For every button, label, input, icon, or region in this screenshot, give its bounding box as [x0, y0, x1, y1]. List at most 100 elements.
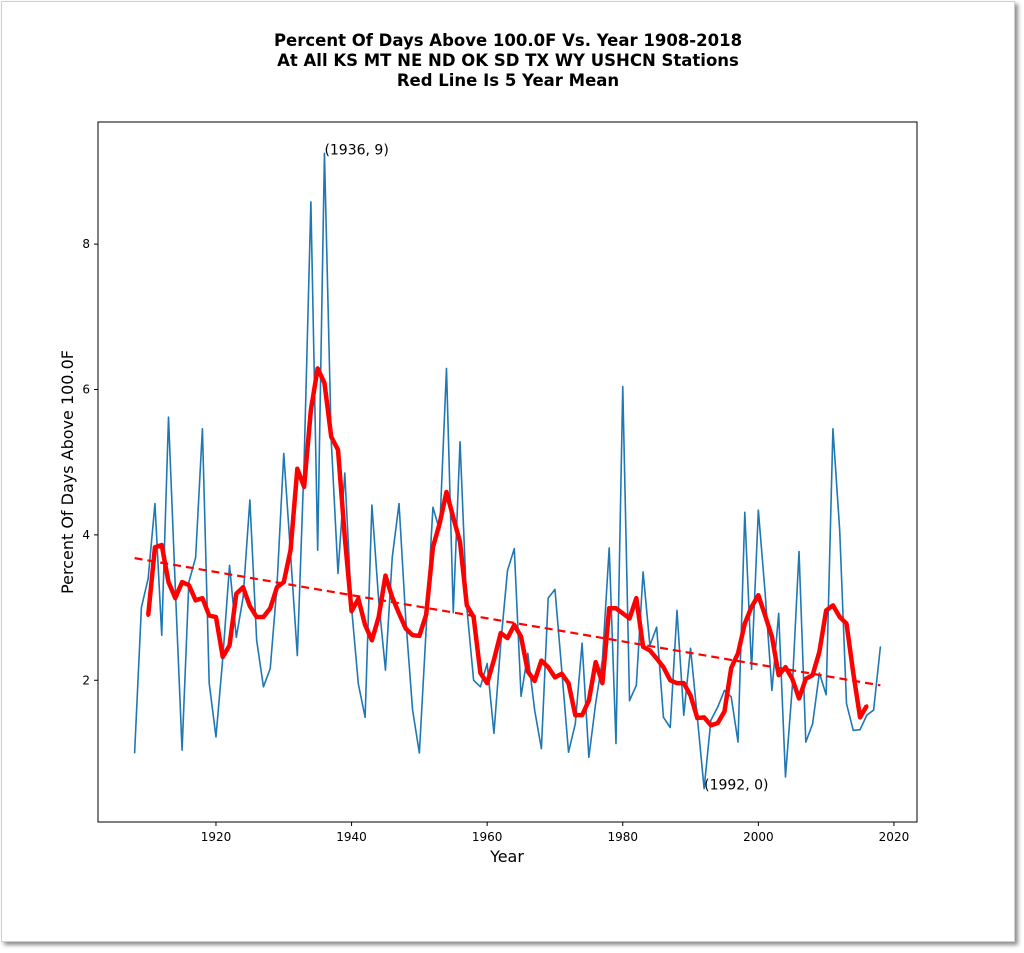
annual-point — [432, 506, 434, 508]
annual-point — [723, 689, 726, 692]
mean-point — [404, 627, 408, 631]
mean-point — [465, 603, 469, 607]
annual-point — [540, 747, 542, 750]
mean-point — [472, 615, 476, 619]
annual-point — [140, 606, 142, 609]
annual-point — [588, 756, 590, 758]
mean-point — [207, 614, 211, 618]
annual-point — [520, 695, 522, 697]
annual-point — [656, 626, 658, 628]
mean-point — [390, 595, 394, 599]
mean-point — [838, 615, 842, 619]
trend-line — [134, 557, 881, 687]
mean-point — [417, 634, 421, 638]
y-tick-label: 4 — [82, 528, 90, 542]
chart-title-line-2: At All KS MT NE ND OK SD TX WY USHCN Sta… — [277, 51, 739, 70]
mean-point — [261, 615, 265, 619]
mean-point — [153, 545, 157, 549]
annual-point — [527, 652, 529, 654]
mean-point — [560, 672, 564, 676]
annual-point — [703, 787, 705, 790]
annual-point — [167, 416, 170, 418]
mean-point — [567, 681, 571, 685]
annual-point — [364, 716, 366, 718]
annual-point — [669, 726, 671, 729]
annual-point — [866, 714, 868, 716]
annual-point — [750, 668, 753, 670]
annual-point — [622, 385, 624, 388]
annual-point — [493, 732, 495, 734]
annual-point — [683, 714, 685, 716]
mean-point — [702, 715, 706, 719]
mean-point — [356, 597, 360, 601]
annual-point — [154, 503, 156, 505]
mean-point — [844, 622, 848, 626]
annual-point — [161, 634, 163, 636]
annual-point — [845, 702, 848, 705]
annual-point — [195, 556, 197, 559]
annual-point — [635, 684, 637, 686]
annual-point — [608, 547, 610, 549]
mean-point — [241, 585, 245, 589]
annual-point — [689, 647, 692, 649]
annual-series-line — [133, 152, 882, 790]
mean-point — [817, 650, 821, 654]
annual-point — [710, 719, 712, 721]
annual-points — [134, 152, 881, 790]
x-tick-label: 1940 — [336, 830, 367, 844]
mean-point — [512, 623, 516, 627]
annual-point — [269, 668, 271, 670]
y-axis: 2 4 6 8 — [82, 237, 98, 687]
mean-point — [350, 609, 354, 613]
mean-point — [851, 671, 855, 675]
annual-point — [208, 682, 210, 684]
mean-point — [451, 515, 455, 519]
mean-point — [506, 636, 509, 640]
mean-point — [424, 613, 428, 617]
mean-point — [804, 677, 808, 681]
mean-point — [485, 681, 489, 685]
mean-point — [600, 681, 604, 685]
mean-point — [411, 633, 415, 637]
annual-point — [147, 577, 149, 580]
mean-point — [661, 665, 665, 669]
annual-point — [296, 654, 298, 657]
mean-point — [573, 713, 577, 717]
annual-point — [662, 716, 665, 718]
annual-point — [737, 741, 739, 743]
annual-point — [228, 564, 231, 567]
mean-point — [343, 535, 347, 539]
annual-point — [574, 723, 576, 725]
annual-point — [439, 529, 441, 532]
annual-point — [398, 503, 400, 505]
annual-point — [784, 776, 787, 778]
mean-point — [587, 699, 591, 703]
annual-point — [384, 669, 387, 671]
annual-point — [859, 729, 861, 731]
mean-point — [329, 435, 333, 439]
mean-point — [316, 366, 320, 370]
mean-point — [167, 580, 171, 584]
annual-point — [791, 686, 793, 689]
mean-point — [628, 616, 632, 620]
annual-point — [771, 689, 773, 692]
chart-title-line-1: Percent Of Days Above 100.0F Vs. Year 19… — [274, 31, 742, 50]
mean-point — [689, 694, 693, 698]
mean-point — [614, 606, 618, 610]
annual-point — [479, 686, 481, 688]
annual-point — [310, 201, 312, 203]
annual-point — [839, 529, 841, 532]
mean-point — [519, 635, 523, 639]
annual-point — [425, 628, 427, 630]
mean-point — [173, 596, 177, 600]
mean-point — [438, 521, 442, 525]
x-tick-label: 2020 — [879, 830, 910, 844]
mean-point — [492, 658, 496, 662]
mean-point — [282, 580, 286, 584]
annual-point — [547, 597, 549, 599]
mean-point — [322, 381, 326, 385]
annual-point — [174, 586, 176, 588]
mean-point — [268, 606, 272, 610]
mean-point — [533, 679, 537, 683]
mean-point — [682, 681, 686, 685]
